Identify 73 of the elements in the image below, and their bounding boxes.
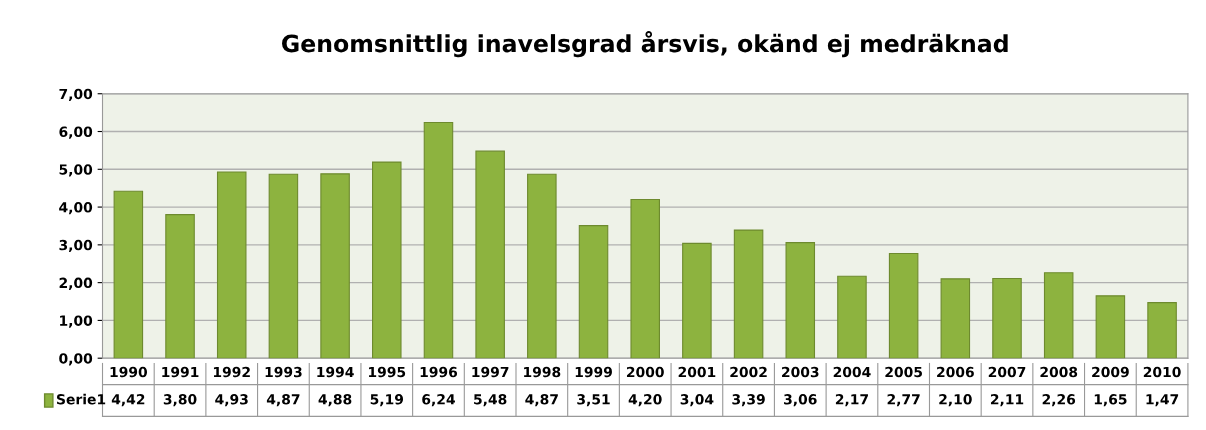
x-tick-label: 2003 [782, 366, 819, 378]
data-label: 3,80 [163, 394, 197, 407]
x-tick-label: 2006 [937, 366, 974, 378]
y-tick-label: 1,00 [60, 315, 93, 328]
y-tick-label: 3,00 [59, 239, 93, 253]
bar [733, 229, 764, 359]
bar [992, 277, 1022, 359]
bar [372, 161, 402, 359]
bar [630, 198, 660, 359]
data-label: 2,77 [887, 394, 920, 407]
x-tick-label: 2002 [730, 366, 767, 378]
bar [682, 242, 712, 359]
data-label: 1,47 [1146, 394, 1179, 407]
data-label: 4,42 [111, 394, 145, 407]
legend-label: Serie1 [56, 393, 106, 405]
data-label: 4,87 [525, 394, 558, 407]
data-label: 2,17 [835, 394, 868, 407]
bar [165, 214, 195, 359]
x-tick-label: 1999 [575, 366, 612, 378]
bar [268, 173, 299, 359]
x-tick-label: 1997 [472, 366, 509, 378]
x-tick-label: 2000 [626, 366, 664, 378]
x-tick-label: 2005 [885, 366, 922, 378]
bar [578, 225, 609, 359]
data-label: 5,48 [474, 394, 507, 407]
bar [1147, 302, 1177, 359]
x-tick-label: 1998 [524, 366, 561, 378]
data-label: 4,93 [215, 394, 248, 407]
bar [113, 190, 144, 359]
bar [216, 171, 247, 359]
x-tick-label: 1990 [110, 366, 148, 378]
data-label: 4,88 [318, 394, 352, 407]
data-label: 3,51 [577, 394, 610, 407]
bar [320, 173, 350, 359]
data-label: 3,06 [784, 394, 817, 407]
data-label: 4,87 [266, 394, 300, 407]
data-label: 6,24 [422, 394, 455, 407]
data-label: 2,10 [939, 394, 972, 407]
bar [785, 242, 816, 359]
data-label: 4,20 [628, 394, 662, 407]
data-label: 5,19 [370, 394, 404, 407]
x-tick-label: 1996 [420, 366, 458, 378]
y-tick-label: 2,00 [59, 277, 93, 290]
y-tick-label: 0,00 [59, 353, 93, 366]
x-tick-label: 2007 [988, 366, 1026, 378]
x-tick-label: 2010 [1143, 366, 1181, 378]
data-label: 2,26 [1042, 394, 1076, 407]
y-tick-label: 7,00 [59, 88, 93, 101]
bar [475, 150, 505, 359]
x-tick-label: 2009 [1092, 366, 1129, 378]
bar [837, 275, 867, 359]
x-tick-label: 1992 [213, 366, 250, 378]
x-tick-label: 2008 [1040, 366, 1078, 378]
y-tick-label: 4,00 [59, 202, 93, 215]
bar [527, 173, 557, 359]
x-tick-label: 1993 [265, 366, 302, 378]
x-tick-label: 1994 [317, 366, 354, 378]
bar [1043, 272, 1074, 359]
x-tick-label: 2004 [833, 366, 871, 378]
data-label: 2,11 [990, 394, 1024, 407]
data-label: 1,65 [1094, 394, 1127, 407]
bar [940, 278, 971, 359]
y-tick-label: 5,00 [59, 164, 93, 177]
bar [888, 252, 919, 359]
x-tick-label: 1995 [369, 366, 406, 378]
x-tick-label: 1991 [162, 366, 199, 378]
data-label: 3,04 [680, 394, 714, 407]
x-tick-label: 2001 [678, 366, 716, 378]
chart-title: Genomsnittlig inavelsgrad årsvis, okänd ej medräknad [282, 31, 1008, 58]
bar [1095, 295, 1126, 359]
y-tick-label: 6,00 [59, 126, 93, 139]
data-label: 3,39 [732, 394, 765, 407]
bar [423, 121, 454, 359]
